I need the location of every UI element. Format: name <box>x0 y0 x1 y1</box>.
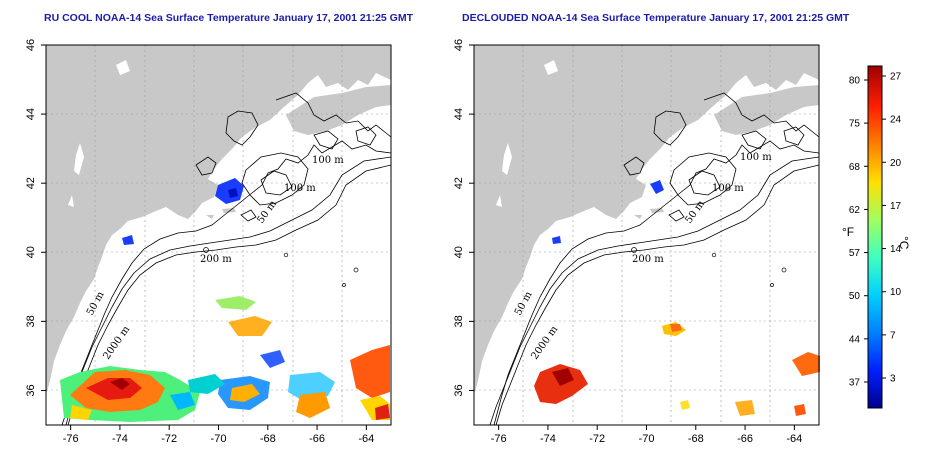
right-map-title: DECLOUDED NOAA-14 Sea Surface Temperatur… <box>462 12 850 24</box>
right-sst-field <box>534 180 820 416</box>
left-contour-label-200m: 200 m <box>200 254 232 265</box>
lon-tick-label: -66 <box>737 433 753 445</box>
colorbar-c-label: 24 <box>890 115 902 126</box>
left-map-panel: 100 m 100 m 50 m 200 m 50 m 2000 m -76 -7… <box>25 39 392 445</box>
lat-tick-label: 38 <box>453 315 465 327</box>
colorbar-c-label: 27 <box>890 72 902 83</box>
colorbar-gradient <box>867 65 883 409</box>
colorbar-f-label: 75 <box>849 119 861 130</box>
lon-tick-label: -64 <box>358 433 374 445</box>
fahrenheit-unit-label: °F <box>842 225 854 239</box>
right-contour-label-200m: 200 m <box>632 254 664 265</box>
lon-tick-label: -72 <box>161 433 177 445</box>
lat-tick-label: 36 <box>25 384 37 396</box>
left-sst-field <box>60 178 390 422</box>
colorbar-c-label: 7 <box>890 330 896 341</box>
lon-tick-label: -74 <box>540 433 556 445</box>
lon-tick-label: -68 <box>688 433 704 445</box>
left-contour-label-100m-a: 100 m <box>312 155 344 166</box>
lon-tick-label: -74 <box>112 433 128 445</box>
lat-tick-label: 44 <box>25 108 37 120</box>
colorbar-f-label: 37 <box>849 378 861 389</box>
left-map-title: RU COOL NOAA-14 Sea Surface Temperature … <box>44 12 414 24</box>
colorbar-f-label: 68 <box>849 162 861 173</box>
lon-tick-label: -68 <box>260 433 276 445</box>
lon-tick-label: -66 <box>309 433 325 445</box>
lon-tick-label: -72 <box>589 433 605 445</box>
left-longitude-axis: -76 -74 -72 -70 -68 -66 -64 <box>63 425 374 445</box>
colorbar-c-label: 20 <box>890 158 902 169</box>
left-latitude-axis: 36 38 40 42 44 46 <box>25 39 46 397</box>
lat-tick-label: 42 <box>25 177 37 189</box>
colorbar-f-label: 57 <box>849 248 861 259</box>
lat-tick-label: 38 <box>25 315 37 327</box>
right-contour-label-100m-a: 100 m <box>740 152 772 163</box>
colorbar-c-label: 17 <box>890 201 902 212</box>
colorbar-c-label: 3 <box>890 374 896 385</box>
temperature-colorbar: 80 75 68 62 57 50 44 37 27 24 20 17 14 10 7 3 °F °C <box>842 65 911 409</box>
lon-tick-label: -76 <box>63 433 79 445</box>
colorbar-c-label: 10 <box>890 287 902 298</box>
colorbar-f-label: 44 <box>849 334 861 345</box>
colorbar-celsius-labels: 27 24 20 17 14 10 7 3 <box>882 72 902 385</box>
lat-tick-label: 46 <box>453 39 465 51</box>
lat-tick-label: 40 <box>453 246 465 258</box>
lat-tick-label: 46 <box>25 39 37 51</box>
lon-tick-label: -64 <box>786 433 802 445</box>
right-latitude-axis: 36 38 40 42 44 46 <box>453 39 474 397</box>
lon-tick-label: -76 <box>491 433 507 445</box>
colorbar-f-label: 62 <box>849 205 861 216</box>
left-contour-label-100m-b: 100 m <box>284 183 316 194</box>
lat-tick-label: 44 <box>453 108 465 120</box>
celsius-unit-label: °C <box>897 236 911 250</box>
lat-tick-label: 40 <box>25 246 37 258</box>
lat-tick-label: 42 <box>453 177 465 189</box>
right-map-panel: 100 m 100 m 50 m 200 m 50 m 2000 m -76 -7… <box>453 39 820 445</box>
colorbar-fahrenheit-labels: 80 75 68 62 57 50 44 37 <box>849 76 868 389</box>
right-contour-label-100m-b: 100 m <box>712 183 744 194</box>
right-longitude-axis: -76 -74 -72 -70 -68 -66 -64 <box>491 425 802 445</box>
lon-tick-label: -70 <box>211 433 227 445</box>
lat-tick-label: 36 <box>453 384 465 396</box>
colorbar-f-label: 50 <box>849 291 861 302</box>
colorbar-c-label: 14 <box>890 244 902 255</box>
colorbar-f-label: 80 <box>849 76 861 87</box>
lon-tick-label: -70 <box>639 433 655 445</box>
